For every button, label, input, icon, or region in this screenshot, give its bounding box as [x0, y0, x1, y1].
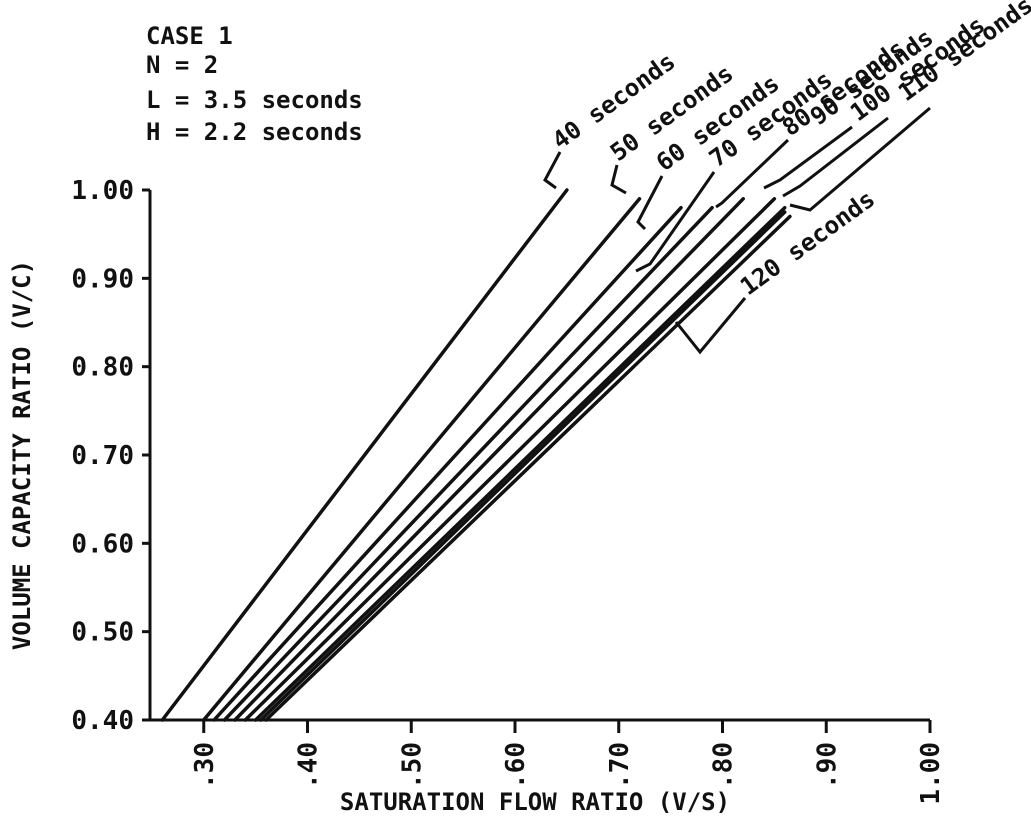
annotation-h: H = 2.2 seconds — [146, 118, 363, 146]
series-line — [212, 205, 683, 722]
annotation-l: L = 3.5 seconds — [146, 86, 363, 114]
series-leader-line — [610, 164, 627, 195]
series-line — [222, 205, 714, 722]
y-tick-label: 0.40 — [71, 706, 134, 736]
x-tick-label: .60 — [501, 742, 531, 789]
series-line — [264, 214, 792, 722]
series-line — [233, 197, 745, 722]
x-tick-label: .40 — [294, 742, 324, 789]
series-line — [160, 188, 569, 722]
annotation-case: CASE 1 — [146, 22, 233, 50]
series-label: 120 seconds — [735, 185, 880, 301]
series-line — [259, 210, 787, 722]
y-tick-label: 1.00 — [71, 176, 134, 206]
x-tick-label: .50 — [397, 742, 427, 789]
x-tick-label: 1.00 — [916, 742, 946, 805]
series-leader-line — [543, 151, 562, 190]
x-tick-label: .90 — [812, 742, 842, 789]
series-leader-line — [674, 297, 747, 355]
series-leader-line — [636, 175, 664, 231]
y-tick-label: 0.90 — [71, 264, 134, 294]
label-leaders — [543, 106, 931, 355]
x-tick-label: .80 — [709, 742, 739, 789]
x-tick-label: .70 — [605, 742, 635, 789]
x-axis-ticks: .30 .40 .50 .60 .70 .80 .90 1.00 — [190, 720, 946, 805]
case-annotations: CASE 1 N = 2 L = 3.5 seconds H = 2.2 sec… — [146, 22, 363, 146]
series-line — [253, 205, 787, 722]
series-leader-line — [763, 125, 853, 190]
y-axis-title: VOLUME CAPACITY RATIO (V/C) — [8, 260, 36, 650]
annotation-n: N = 2 — [146, 51, 218, 79]
x-axis-title: SATURATION FLOW RATIO (V/S) — [340, 788, 730, 816]
y-axis-ticks: 0.40 0.50 0.60 0.70 0.80 0.90 1.00 — [71, 176, 150, 736]
y-tick-label: 0.60 — [71, 529, 134, 559]
y-tick-label: 0.50 — [71, 618, 134, 648]
series-line — [201, 197, 642, 722]
series-line — [243, 197, 777, 722]
y-tick-label: 0.70 — [71, 441, 134, 471]
series-leader-line — [635, 171, 716, 273]
series-leader-line — [782, 116, 889, 198]
x-tick-label: .30 — [190, 742, 220, 789]
series-leader-line — [715, 138, 790, 209]
y-tick-label: 0.80 — [71, 353, 134, 383]
series-lines — [160, 188, 792, 722]
series-leader-line — [789, 106, 931, 212]
